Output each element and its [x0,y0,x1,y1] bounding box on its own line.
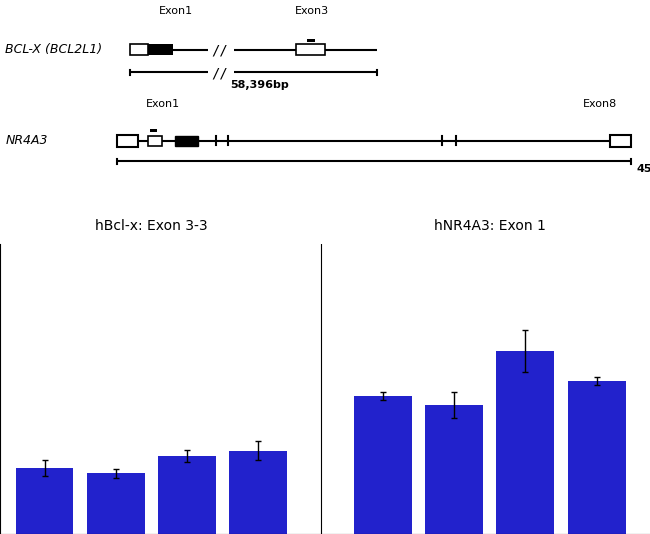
Bar [130,44,148,56]
Bar [16,468,73,534]
Text: Exon8: Exon8 [583,99,618,109]
Text: Exon3: Exon3 [295,6,329,16]
Bar [567,381,625,534]
Bar [610,135,630,147]
Text: hBcl-x: Exon 3-3: hBcl-x: Exon 3-3 [95,218,208,233]
Bar [307,38,315,42]
Bar [296,44,325,56]
Bar [148,44,173,56]
Bar [229,451,287,534]
Text: BCL-X (BCL2L1): BCL-X (BCL2L1) [5,43,102,56]
Text: hNR4A3: Exon 1: hNR4A3: Exon 1 [434,218,545,233]
Bar [150,129,157,132]
Bar [425,405,483,534]
Bar [148,136,162,146]
Text: 58,396bp: 58,396bp [231,80,289,90]
Bar [354,396,412,534]
Text: NR4A3: NR4A3 [5,134,47,147]
Bar [117,135,138,147]
Text: Exon1: Exon1 [159,6,192,16]
Bar [497,351,554,534]
Text: //: // [211,44,228,58]
Bar [87,474,145,534]
Text: 45,037bp: 45,037bp [637,163,650,174]
Text: //: // [211,66,228,81]
Bar [158,456,216,534]
Text: Exon1: Exon1 [146,99,179,109]
Bar [175,136,198,146]
